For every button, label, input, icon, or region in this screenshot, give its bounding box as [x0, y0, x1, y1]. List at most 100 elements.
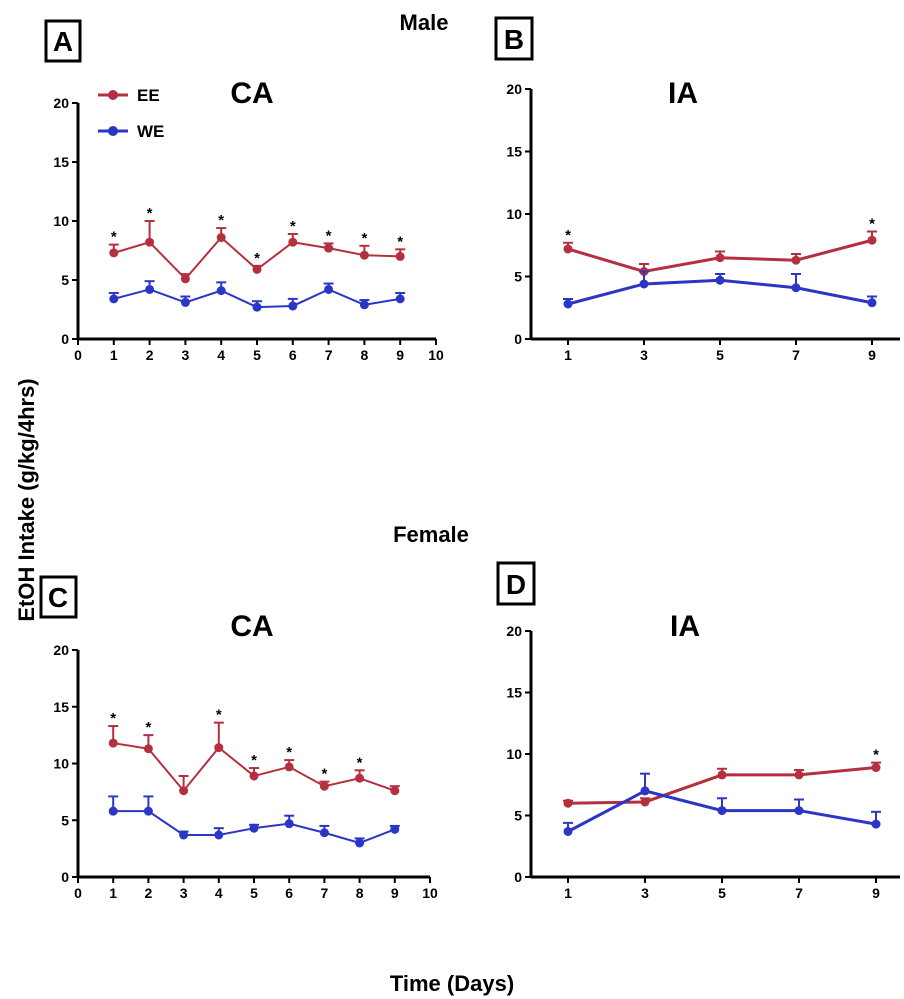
- x-tick-label: 3: [641, 885, 649, 901]
- x-tick-label: 6: [285, 885, 293, 901]
- data-point-we: [179, 830, 189, 840]
- legend-ee-label: EE: [137, 86, 160, 105]
- y-tick-label: 20: [506, 623, 522, 639]
- y-tick-label: 10: [53, 756, 69, 772]
- data-point-we: [249, 823, 259, 833]
- data-point-we: [319, 828, 329, 838]
- data-point-ee: [715, 253, 725, 263]
- y-tick-label: 0: [61, 869, 69, 885]
- y-tick-label: 0: [61, 331, 69, 347]
- data-point-ee: [180, 274, 190, 284]
- data-point-we: [252, 302, 262, 312]
- data-point-ee: [355, 773, 365, 783]
- significance-star: *: [111, 229, 117, 246]
- x-tick-label: 9: [872, 885, 880, 901]
- data-point-ee: [359, 250, 369, 260]
- significance-star: *: [326, 227, 332, 244]
- data-point-we: [563, 299, 573, 309]
- x-tick-label: 1: [109, 885, 117, 901]
- significance-star: *: [565, 227, 571, 244]
- legend: EE WE: [98, 86, 164, 141]
- data-point-ee: [145, 237, 155, 247]
- panel-letter-c: C: [39, 575, 78, 619]
- x-tick-label: 1: [110, 347, 118, 363]
- significance-star: *: [869, 216, 875, 233]
- data-point-ee: [214, 743, 224, 753]
- x-tick-label: 2: [146, 347, 154, 363]
- data-point-we: [109, 294, 119, 304]
- data-point-we: [640, 786, 650, 796]
- data-point-we: [794, 806, 804, 816]
- legend-we-label: WE: [137, 122, 164, 141]
- y-tick-label: 20: [53, 95, 69, 111]
- data-point-ee: [109, 248, 119, 258]
- data-point-we: [791, 283, 801, 293]
- chart-panel-b: IA 0 5 10 15 20 1 3 5 7 9 * *: [506, 77, 900, 363]
- y-tick-label: 5: [61, 812, 69, 828]
- x-tick-label: 5: [718, 885, 726, 901]
- x-axis-label: Time (Days): [390, 971, 514, 996]
- y-tick-label: 15: [53, 154, 69, 170]
- significance-star: *: [290, 218, 296, 235]
- data-point-ee: [390, 786, 400, 796]
- data-point-ee: [324, 243, 334, 253]
- x-tick-label: 6: [289, 347, 297, 363]
- x-tick-label: 9: [391, 885, 399, 901]
- data-point-ee: [563, 244, 573, 254]
- panel-b-title: IA: [668, 77, 698, 110]
- y-tick-label: 15: [53, 699, 69, 715]
- data-point-ee: [640, 797, 650, 807]
- significance-star: *: [110, 710, 116, 727]
- significance-star: *: [321, 766, 327, 783]
- x-tick-label: 10: [422, 885, 438, 901]
- x-tick-label: 10: [428, 347, 444, 363]
- x-tick-label: 8: [356, 885, 364, 901]
- male-section-title: Male: [400, 10, 449, 35]
- significance-star: *: [147, 205, 153, 222]
- significance-star: *: [397, 233, 403, 250]
- legend-ee-marker: [108, 90, 118, 100]
- y-tick-label: 5: [61, 272, 69, 288]
- x-tick-label: 4: [215, 885, 223, 901]
- x-tick-label: 9: [868, 347, 876, 363]
- x-tick-label: 3: [180, 885, 188, 901]
- y-tick-label: 15: [506, 685, 522, 701]
- data-point-we: [395, 294, 405, 304]
- chart-panel-a: CA 0 5 10 15 20 0 1 2 3 4 5 6 7 8 9 10 * * * * * * * *: [53, 77, 444, 363]
- y-tick-label: 15: [506, 144, 522, 160]
- significance-star: *: [145, 719, 151, 736]
- data-point-we: [143, 806, 153, 816]
- data-point-ee: [284, 762, 294, 772]
- y-tick-label: 5: [514, 808, 522, 824]
- y-tick-label: 10: [506, 746, 522, 762]
- data-point-we: [145, 284, 155, 294]
- y-axis-label: EtOH Intake (g/kg/4hrs): [14, 378, 39, 621]
- svg-text:A: A: [53, 26, 73, 57]
- x-tick-label: 3: [640, 347, 648, 363]
- data-point-we: [324, 284, 334, 294]
- data-point-ee: [288, 237, 298, 247]
- panel-letter-b: B: [494, 16, 534, 61]
- data-point-ee: [179, 786, 189, 796]
- data-point-we: [284, 819, 294, 829]
- x-tick-label: 5: [253, 347, 261, 363]
- data-point-ee: [791, 255, 801, 265]
- panel-a-title: CA: [230, 77, 273, 110]
- y-tick-label: 5: [514, 269, 522, 285]
- panel-c-title: CA: [230, 610, 273, 643]
- svg-text:D: D: [506, 569, 526, 600]
- x-tick-label: 4: [217, 347, 225, 363]
- data-point-we: [639, 279, 649, 289]
- svg-text:B: B: [504, 24, 524, 55]
- x-tick-label: 1: [564, 885, 572, 901]
- data-point-ee: [563, 798, 573, 808]
- panel-letter-d: D: [496, 561, 536, 606]
- significance-star: *: [218, 212, 224, 229]
- data-point-we: [715, 275, 725, 285]
- data-point-we: [108, 806, 118, 816]
- female-section-title: Female: [393, 522, 469, 547]
- x-tick-label: 7: [321, 885, 329, 901]
- data-point-we: [288, 301, 298, 311]
- significance-star: *: [873, 747, 879, 764]
